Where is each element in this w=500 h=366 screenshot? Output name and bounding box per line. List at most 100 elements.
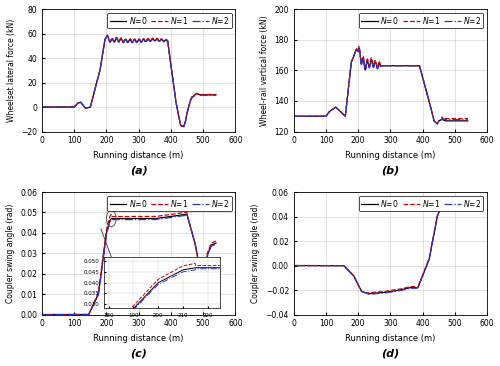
Y-axis label: Wheelset lateral force (kN): Wheelset lateral force (kN)	[6, 19, 16, 122]
$N$=2	[442, 117, 448, 122]
Line: $N$=0: $N$=0	[294, 207, 468, 294]
$N$=0	[113, 216, 119, 221]
$N$=0	[365, 60, 371, 65]
$N$=1	[465, 204, 471, 208]
$N$=1	[213, 92, 219, 97]
$N$=2	[462, 205, 468, 209]
$N$=2	[465, 117, 471, 122]
$N$=0	[181, 212, 187, 217]
$N$=1	[180, 124, 186, 129]
$N$=0	[310, 114, 316, 119]
$N$=2	[210, 93, 216, 98]
$N$=0	[69, 105, 75, 109]
$N$=0	[442, 205, 448, 209]
Line: $N$=1: $N$=1	[42, 213, 216, 314]
$N$=1	[113, 214, 119, 219]
$N$=2	[181, 125, 187, 130]
Line: $N$=1: $N$=1	[294, 206, 468, 294]
$N$=1	[291, 264, 297, 268]
$N$=0	[462, 205, 468, 209]
$N$=0	[291, 114, 297, 119]
$N$=1	[39, 312, 45, 317]
$N$=2	[106, 224, 112, 228]
X-axis label: Running distance (m): Running distance (m)	[94, 334, 184, 343]
Text: (c): (c)	[130, 349, 147, 359]
$N$=2	[365, 61, 371, 66]
$N$=1	[210, 92, 216, 97]
$N$=0	[104, 34, 110, 38]
$N$=1	[442, 116, 448, 121]
$N$=0	[356, 46, 362, 50]
$N$=2	[462, 117, 468, 122]
$N$=0	[210, 242, 216, 247]
$N$=2	[184, 213, 190, 217]
$N$=2	[358, 287, 364, 292]
$N$=0	[114, 36, 119, 40]
Y-axis label: Coupler swing angle (rad): Coupler swing angle (rad)	[251, 203, 260, 303]
$N$=0	[365, 292, 371, 296]
$N$=1	[39, 105, 45, 109]
$N$=2	[321, 264, 327, 268]
$N$=2	[291, 264, 297, 268]
$N$=1	[181, 210, 187, 215]
$N$=0	[180, 124, 186, 129]
$N$=2	[356, 46, 362, 51]
$N$=1	[213, 239, 219, 243]
$N$=1	[434, 122, 440, 126]
$N$=1	[356, 44, 362, 49]
$N$=2	[104, 34, 110, 38]
$N$=2	[69, 105, 75, 109]
$N$=1	[106, 219, 112, 223]
Y-axis label: Wheel-rail vertical force (kN): Wheel-rail vertical force (kN)	[260, 15, 269, 126]
$N$=1	[365, 292, 371, 296]
Line: $N$=2: $N$=2	[294, 207, 468, 294]
$N$=2	[358, 58, 364, 63]
$N$=2	[114, 36, 119, 41]
$N$=1	[310, 264, 316, 268]
Legend: $N$=0, $N$=1, $N$=2: $N$=0, $N$=1, $N$=2	[359, 13, 484, 29]
$N$=2	[39, 105, 45, 109]
Legend: $N$=0, $N$=1, $N$=2: $N$=0, $N$=1, $N$=2	[108, 13, 232, 29]
$N$=1	[210, 240, 216, 245]
$N$=0	[69, 312, 75, 317]
Line: $N$=1: $N$=1	[294, 46, 468, 124]
$N$=0	[358, 287, 364, 292]
$N$=0	[440, 205, 446, 209]
$N$=0	[39, 312, 45, 317]
$N$=0	[321, 114, 327, 119]
$N$=1	[462, 204, 468, 208]
$N$=1	[291, 114, 297, 119]
Legend: $N$=0, $N$=1, $N$=2: $N$=0, $N$=1, $N$=2	[359, 196, 484, 212]
$N$=0	[442, 119, 448, 123]
$N$=2	[69, 312, 75, 317]
$N$=0	[191, 237, 197, 241]
$N$=2	[442, 205, 448, 209]
$N$=0	[462, 119, 468, 123]
$N$=1	[191, 93, 197, 97]
Line: $N$=0: $N$=0	[294, 48, 468, 124]
$N$=2	[39, 312, 45, 317]
Line: $N$=2: $N$=2	[294, 49, 468, 124]
$N$=1	[462, 116, 468, 121]
$N$=0	[365, 292, 371, 296]
$N$=1	[358, 56, 364, 60]
$N$=0	[191, 93, 197, 98]
$N$=0	[39, 105, 45, 109]
$N$=1	[310, 114, 316, 119]
$N$=2	[365, 292, 371, 296]
$N$=1	[358, 287, 364, 292]
$N$=0	[434, 122, 440, 126]
$N$=0	[465, 119, 471, 123]
$N$=0	[210, 93, 216, 97]
$N$=2	[59, 105, 65, 109]
$N$=1	[106, 37, 112, 41]
$N$=0	[213, 241, 219, 245]
$N$=2	[310, 264, 316, 268]
$N$=2	[106, 37, 112, 42]
$N$=2	[434, 122, 440, 126]
Line: $N$=2: $N$=2	[42, 215, 216, 314]
$N$=1	[59, 105, 65, 109]
$N$=0	[291, 264, 297, 268]
$N$=0	[106, 222, 112, 227]
$N$=1	[465, 116, 471, 121]
